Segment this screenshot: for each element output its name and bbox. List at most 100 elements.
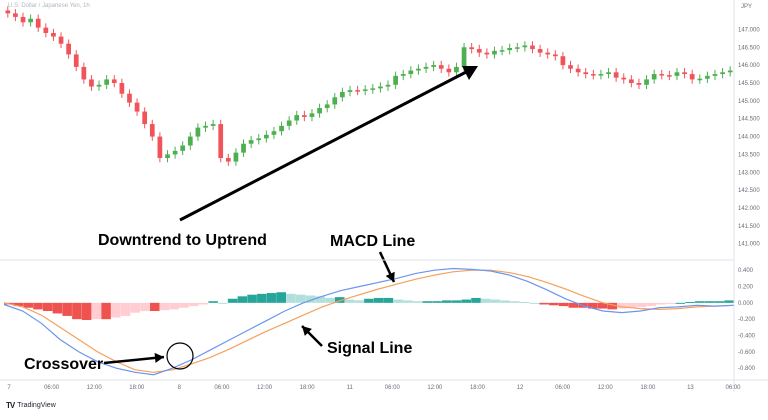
macd-histogram-bar	[305, 295, 316, 303]
candle-body	[5, 10, 11, 14]
macd-tick-label: -0.400	[738, 334, 756, 340]
macd-histogram-bar	[373, 297, 384, 303]
macd-histogram-bar	[188, 302, 199, 307]
macd-histogram-bar	[33, 302, 43, 310]
macd-histogram-bar	[52, 302, 63, 314]
candle-body	[286, 120, 292, 126]
macd-histogram-bar	[695, 301, 705, 303]
candle-body	[598, 74, 604, 76]
candle-body	[157, 136, 163, 158]
candle-body	[613, 72, 619, 78]
tradingview-mark-icon: TV	[6, 401, 15, 410]
candle-body	[514, 47, 520, 49]
candle-body	[712, 74, 718, 76]
candle-body	[697, 78, 703, 81]
time-tick-label: 06:00	[385, 385, 401, 391]
price-tick-label: 146.000	[738, 63, 760, 69]
macd-histogram-bar	[218, 302, 228, 304]
macd-histogram-bar	[325, 297, 335, 303]
candle-body	[370, 88, 376, 90]
macd-histogram-bar	[432, 301, 442, 303]
macd-histogram-bar	[665, 302, 676, 304]
annotation-downtrend-to-uptrend: Downtrend to Uptrend	[98, 232, 267, 249]
candle-body	[66, 43, 71, 55]
macd-histogram-bar	[286, 293, 296, 303]
candle-body	[393, 75, 398, 85]
time-tick-label: 8	[178, 385, 182, 391]
candle-body	[423, 66, 429, 69]
trend-arrow-head	[462, 66, 478, 80]
price-tick-label: 141.000	[738, 242, 760, 248]
macd-histogram-bar	[72, 302, 82, 320]
time-tick-label: 18:00	[129, 385, 145, 391]
price-tick-label: 145.000	[738, 99, 760, 105]
candle-body	[28, 18, 33, 23]
candle-body	[225, 158, 231, 162]
crossover-annotation-arrow-head	[154, 352, 164, 363]
candle-body	[727, 70, 733, 73]
candle-body	[119, 83, 125, 94]
macd-histogram-bar	[266, 293, 277, 303]
candle-body	[218, 124, 224, 158]
candle-body	[149, 124, 155, 137]
crossover-annotation-arrow-shaft	[103, 355, 165, 365]
candle-body	[659, 74, 665, 76]
price-tick-label: 146.500	[738, 45, 760, 51]
candle-body	[263, 134, 269, 139]
price-tick-label: 143.500	[738, 152, 760, 158]
trend-arrow-shaft	[179, 68, 471, 222]
candle-body	[104, 79, 110, 85]
macd-histogram-bar	[549, 302, 559, 306]
candle-body	[165, 154, 170, 158]
macd-histogram-bar	[62, 302, 72, 316]
tradingview-brand: TradingView	[17, 402, 56, 409]
macd-histogram-bar	[529, 302, 540, 304]
candle-body	[233, 152, 239, 162]
candle-body	[530, 45, 535, 50]
currency-label: JPY	[741, 4, 753, 10]
time-tick-label: 06:00	[555, 385, 571, 391]
macd-histogram-bar	[626, 302, 637, 308]
macd-histogram-bar	[597, 302, 608, 309]
macd-histogram-bar	[442, 300, 452, 303]
macd-histogram-bar	[159, 302, 170, 311]
price-tick-label: 144.500	[738, 117, 760, 123]
macd-histogram-bar	[276, 292, 287, 303]
macd-histogram-bar	[140, 302, 150, 312]
macd-histogram-bar	[364, 298, 374, 303]
macd-histogram-bar	[422, 301, 433, 303]
tradingview-logo[interactable]: TV TradingView	[6, 401, 56, 410]
candle-body	[51, 33, 56, 37]
macd-histogram-bar	[403, 300, 413, 303]
macd-histogram-bar	[451, 300, 462, 303]
candle-body	[324, 104, 330, 108]
macd-histogram-bar	[656, 302, 666, 305]
macd-histogram-bar	[568, 302, 579, 308]
macd-tick-label: -0.600	[738, 350, 756, 356]
annotation-macd-line: MACD Line	[330, 233, 415, 250]
macd-histogram-bar	[334, 297, 345, 303]
candle-body	[476, 49, 482, 53]
candle-body	[73, 54, 79, 67]
candle-body	[13, 13, 18, 17]
macd-histogram-bar	[120, 302, 131, 316]
macd-histogram-bar	[383, 297, 394, 303]
macd-tick-label: -0.200	[738, 317, 756, 323]
candle-body	[89, 79, 94, 87]
candle-body	[522, 45, 528, 48]
macd-histogram-bar	[13, 302, 24, 307]
macd-annotation-arrow-head	[385, 271, 395, 282]
candle-body	[332, 97, 338, 105]
macd-histogram-bar	[150, 302, 160, 312]
macd-line	[3, 267, 735, 376]
price-tick-label: 145.500	[738, 81, 760, 87]
candle-body	[560, 56, 566, 66]
candle-body	[134, 102, 140, 112]
candle-body	[408, 70, 414, 75]
candle-body	[537, 49, 543, 53]
candle-body	[651, 74, 657, 80]
candle-body	[378, 86, 383, 89]
candle-body	[545, 52, 551, 55]
macd-histogram-bar	[179, 302, 189, 308]
